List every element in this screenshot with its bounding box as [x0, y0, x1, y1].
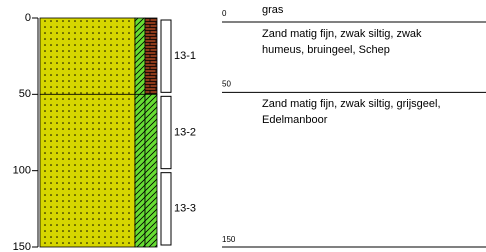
strip-hatch — [135, 94, 145, 247]
layer-description: Zand matig fijn, zwak siltig, zwak — [262, 28, 422, 40]
dot-pattern — [40, 94, 135, 247]
borehole-log: 0 gras 0 50 100 150 Zand matig fijn, zwak si… — [0, 0, 486, 252]
sample-box — [161, 20, 171, 92]
dot-pattern — [40, 18, 135, 94]
page: {"depth_axis": {"lim": [0, 150], "ticks"… — [0, 0, 486, 252]
sample-label: 13-2 — [174, 126, 196, 138]
layer-description: humeus, bruingeel, Schep — [262, 44, 390, 56]
layer-description: Zand matig fijn, zwak siltig, grijsgeel, — [262, 98, 441, 110]
sample-box — [161, 96, 171, 168]
sample-label: 13-1 — [174, 50, 196, 62]
side-pattern — [145, 94, 157, 247]
side-pattern — [145, 18, 157, 94]
depth-label: 50 — [222, 79, 231, 88]
depth-label: 150 — [222, 235, 236, 244]
strip-hatch — [135, 18, 145, 94]
layer-description: Edelmanboor — [262, 114, 328, 126]
tick-label: 150 — [13, 241, 31, 252]
tick-label: 100 — [13, 165, 31, 177]
surface-note: gras — [262, 4, 284, 16]
tick-label: 0 — [25, 12, 31, 24]
sample-label: 13-3 — [174, 203, 196, 215]
sample-box — [161, 173, 171, 245]
depth-label: 0 — [222, 9, 227, 18]
tick-label: 50 — [19, 88, 31, 100]
